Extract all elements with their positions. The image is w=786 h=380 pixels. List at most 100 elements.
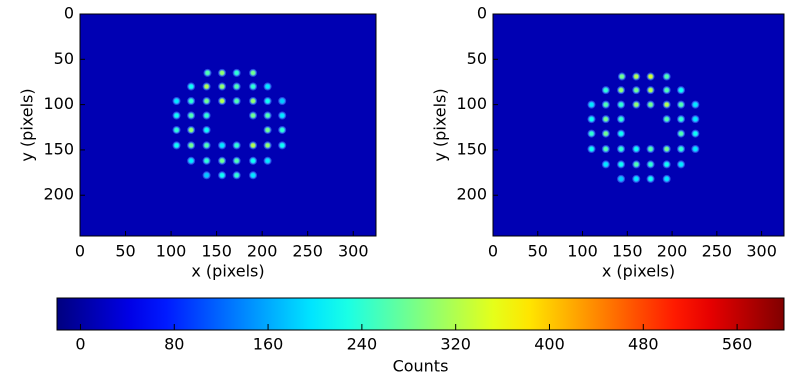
spot [187, 96, 196, 105]
spot [691, 115, 700, 124]
spot [601, 145, 610, 154]
spot [187, 141, 196, 150]
spot [587, 100, 596, 109]
spot [646, 72, 655, 81]
spot [617, 86, 626, 95]
x-tick-label: 100 [156, 242, 187, 261]
colorbar-tick-label: 560 [722, 335, 753, 354]
spot [187, 82, 196, 91]
spot [677, 115, 686, 124]
spot [677, 145, 686, 154]
spot [263, 96, 272, 105]
spot [587, 145, 596, 154]
spot [632, 145, 641, 154]
spot [202, 96, 211, 105]
spot [601, 115, 610, 124]
spot [263, 125, 272, 134]
spot [202, 171, 211, 180]
spot [203, 68, 212, 77]
spot [646, 86, 655, 95]
spot [646, 160, 655, 169]
spot [587, 129, 596, 138]
spot [662, 115, 671, 124]
spot [632, 72, 641, 81]
spot [249, 156, 258, 165]
y-tick-label: 0 [64, 4, 74, 23]
spot [278, 125, 287, 134]
spot [232, 82, 241, 91]
colorbar-tick-label: 160 [253, 335, 284, 354]
y-tick-label: 50 [467, 49, 487, 68]
image-background [493, 14, 784, 236]
spot [632, 86, 641, 95]
spot [249, 171, 258, 180]
x-tick-label: 150 [201, 242, 232, 261]
spot [646, 145, 655, 154]
spot [691, 100, 700, 109]
spot [232, 68, 241, 77]
spot [249, 68, 258, 77]
spot [601, 100, 610, 109]
colorbar-tick-label: 400 [534, 335, 565, 354]
plot-frame [492, 13, 785, 237]
spot [172, 96, 181, 105]
x-tick-label: 200 [247, 242, 278, 261]
spot [601, 160, 610, 169]
y-tick-label: 200 [43, 185, 74, 204]
colorbar [56, 297, 785, 331]
x-tick-label: 250 [702, 242, 733, 261]
y-tick-label: 200 [456, 185, 487, 204]
spot [601, 129, 610, 138]
spot [218, 141, 227, 150]
x-tick-label: 50 [528, 242, 548, 261]
spot [218, 82, 227, 91]
spot [632, 160, 641, 169]
spot [218, 156, 227, 165]
spot [218, 68, 227, 77]
spot [601, 86, 610, 95]
spot [662, 86, 671, 95]
spot [232, 141, 241, 150]
spot [202, 156, 211, 165]
spot [202, 141, 211, 150]
image-background [80, 14, 376, 236]
x-axis-label: x (pixels) [602, 262, 675, 281]
spot [232, 96, 241, 105]
spot [677, 86, 686, 95]
spot [617, 129, 626, 138]
colorbar-tick-label: 0 [75, 335, 85, 354]
spot [587, 115, 596, 124]
y-tick-label: 100 [43, 94, 74, 113]
spot [249, 96, 258, 105]
y-tick-label: 100 [456, 94, 487, 113]
spot [662, 174, 671, 183]
spot [617, 160, 626, 169]
x-tick-label: 50 [115, 242, 135, 261]
x-axis-label: x (pixels) [191, 262, 264, 281]
spot [632, 174, 641, 183]
x-tick-label: 300 [338, 242, 369, 261]
y-axis-label: y (pixels) [431, 88, 450, 161]
spot [218, 171, 227, 180]
spot [691, 145, 700, 154]
spot [278, 96, 287, 105]
spot [662, 160, 671, 169]
colorbar-tick-label: 80 [164, 335, 184, 354]
spot [172, 111, 181, 120]
x-tick-label: 150 [612, 242, 643, 261]
spot [662, 100, 671, 109]
spot [249, 141, 258, 150]
spot [278, 111, 287, 120]
spot [187, 125, 196, 134]
spot [172, 125, 181, 134]
spot [646, 100, 655, 109]
x-tick-label: 200 [657, 242, 688, 261]
spot [263, 141, 272, 150]
spot [263, 82, 272, 91]
spot [617, 115, 626, 124]
spot [249, 111, 258, 120]
spot [187, 111, 196, 120]
spot [278, 141, 287, 150]
x-tick-label: 250 [292, 242, 323, 261]
